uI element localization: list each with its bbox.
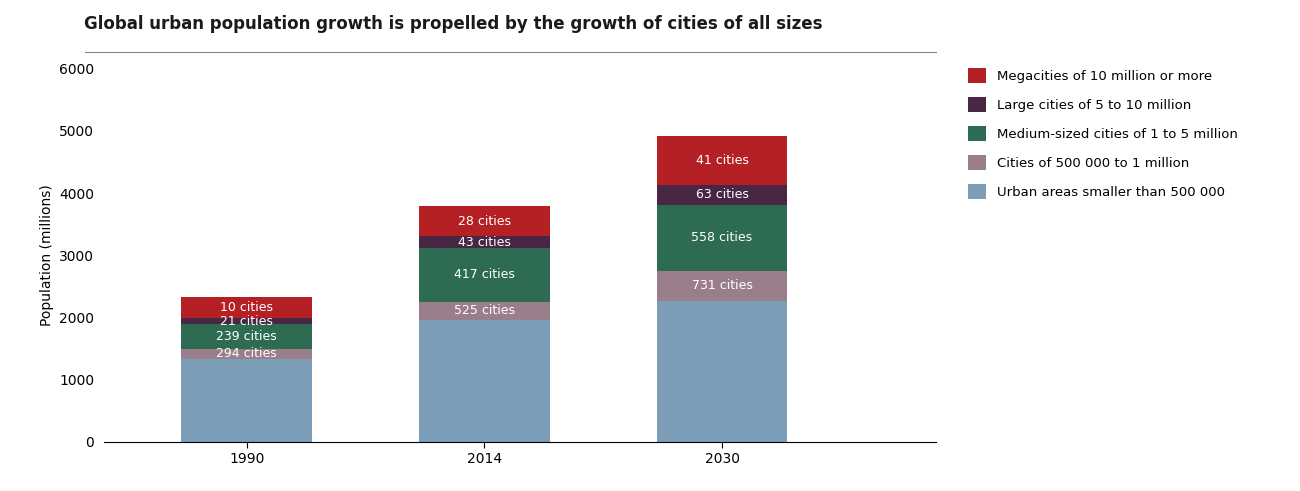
Text: 63 cities: 63 cities	[696, 189, 749, 201]
Text: 731 cities: 731 cities	[692, 279, 753, 292]
Bar	[181, 349, 312, 358]
Bar	[656, 136, 788, 185]
Text: 10 cities: 10 cities	[220, 301, 273, 314]
Text: 43 cities: 43 cities	[458, 236, 511, 248]
Bar	[419, 236, 550, 248]
Bar	[181, 298, 312, 318]
Bar	[656, 300, 788, 442]
Text: 28 cities: 28 cities	[458, 215, 511, 228]
Bar	[419, 206, 550, 236]
Bar	[419, 320, 550, 442]
Legend: Megacities of 10 million or more, Large cities of 5 to 10 million, Medium-sized : Megacities of 10 million or more, Large …	[967, 68, 1238, 199]
Bar	[181, 358, 312, 442]
Text: 417 cities: 417 cities	[454, 269, 515, 281]
Text: 558 cities: 558 cities	[692, 231, 753, 245]
Bar	[656, 205, 788, 271]
Text: 525 cities: 525 cities	[454, 304, 515, 318]
Bar	[419, 248, 550, 302]
Bar	[419, 302, 550, 320]
Text: 294 cities: 294 cities	[216, 347, 277, 360]
Bar	[181, 318, 312, 325]
Y-axis label: Population (millions): Population (millions)	[39, 185, 53, 326]
Text: 21 cities: 21 cities	[220, 315, 273, 327]
Bar	[656, 185, 788, 205]
Bar	[656, 271, 788, 300]
Bar	[181, 325, 312, 349]
Text: Global urban population growth is propelled by the growth of cities of all sizes: Global urban population growth is propel…	[84, 15, 823, 33]
Text: 41 cities: 41 cities	[696, 154, 749, 167]
Text: 239 cities: 239 cities	[216, 330, 277, 343]
